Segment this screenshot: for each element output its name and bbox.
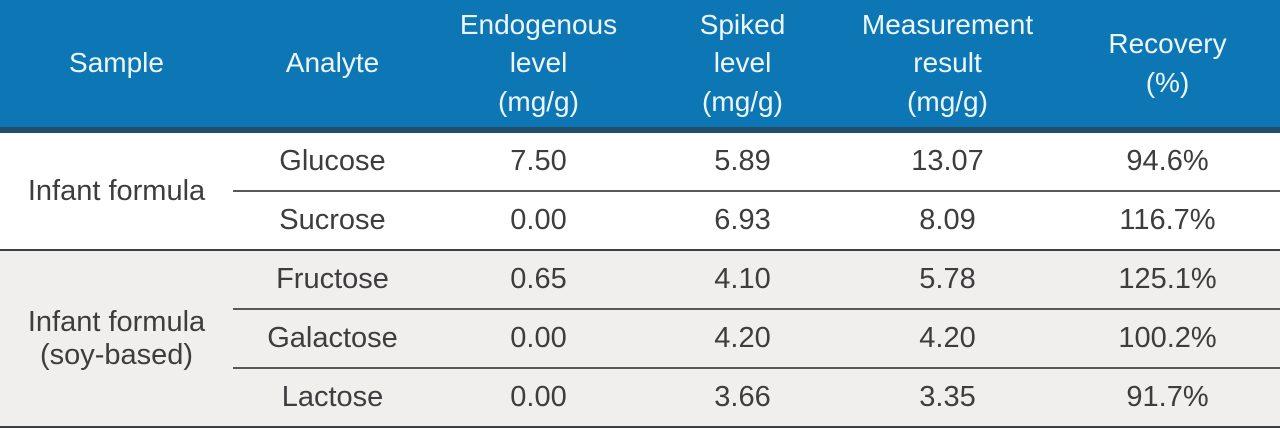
- measurement-result-cell: 4.20: [840, 308, 1055, 368]
- endogenous-level-cell: 0.00: [432, 190, 645, 250]
- recovery-cell: 100.2%: [1055, 308, 1280, 368]
- recovery-cell: 91.7%: [1055, 367, 1280, 428]
- spiked-level-cell: 3.66: [645, 367, 840, 428]
- table-row: Sucrose 0.00 6.93 8.09 116.7%: [0, 190, 1280, 250]
- spiked-level-cell: 6.93: [645, 190, 840, 250]
- recovery-cell: 125.1%: [1055, 249, 1280, 309]
- measurement-result-cell: 5.78: [840, 249, 1055, 309]
- spiked-level-cell: 4.10: [645, 249, 840, 309]
- column-header-endogenous-level: Endogenous level (mg/g): [432, 0, 645, 133]
- analyte-cell: Glucose: [233, 130, 432, 191]
- endogenous-level-cell: 7.50: [432, 130, 645, 191]
- header-row: Sample Analyte Endogenous level (mg/g) S…: [0, 0, 1280, 133]
- column-header-measurement-result: Measurement result (mg/g): [840, 0, 1055, 133]
- table-row: Galactose 0.00 4.20 4.20 100.2%: [0, 308, 1280, 368]
- analyte-cell: Galactose: [233, 308, 432, 368]
- endogenous-level-cell: 0.65: [432, 249, 645, 309]
- recovery-cell: 94.6%: [1055, 130, 1280, 191]
- column-header-analyte: Analyte: [233, 0, 432, 133]
- analyte-cell: Sucrose: [233, 190, 432, 250]
- measurement-result-cell: 13.07: [840, 130, 1055, 191]
- measurement-result-cell: 3.35: [840, 367, 1055, 428]
- column-header-spiked-level: Spiked level (mg/g): [645, 0, 840, 133]
- spiked-level-cell: 5.89: [645, 130, 840, 191]
- table-row: Lactose 0.00 3.66 3.35 91.7%: [0, 367, 1280, 428]
- recovery-cell: 116.7%: [1055, 190, 1280, 250]
- column-header-sample: Sample: [0, 0, 233, 133]
- sample-cell-infant-formula-soy-based: Infant formula (soy-based): [0, 249, 233, 428]
- table-body: Infant formula Glucose 7.50 5.89 13.07 9…: [0, 130, 1280, 428]
- table-row: Infant formula Glucose 7.50 5.89 13.07 9…: [0, 130, 1280, 250]
- table-header: Sample Analyte Endogenous level (mg/g) S…: [0, 0, 1280, 133]
- sample-cell-infant-formula: Infant formula: [0, 130, 233, 250]
- table-row: Infant formula (soy-based) Fructose 0.65…: [0, 249, 1280, 428]
- measurement-result-cell: 8.09: [840, 190, 1055, 250]
- spiked-level-cell: 4.20: [645, 308, 840, 368]
- endogenous-level-cell: 0.00: [432, 367, 645, 428]
- column-header-recovery: Recovery (%): [1055, 0, 1280, 133]
- analyte-cell: Lactose: [233, 367, 432, 428]
- endogenous-level-cell: 0.00: [432, 308, 645, 368]
- analyte-cell: Fructose: [233, 249, 432, 309]
